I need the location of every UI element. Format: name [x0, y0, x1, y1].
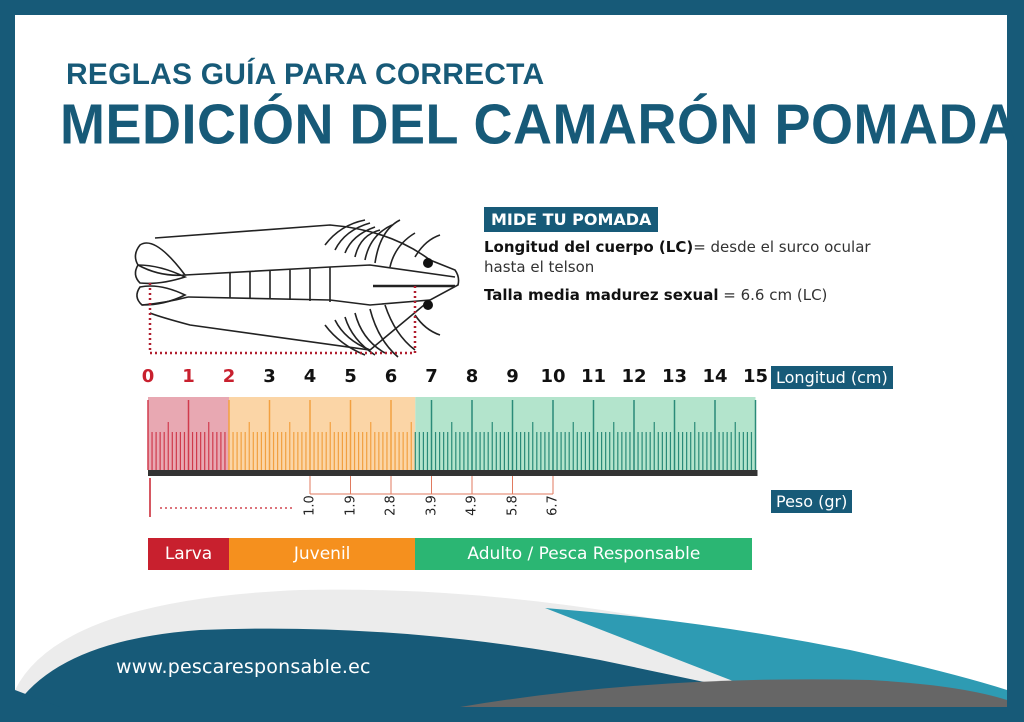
cm-tick-label: 6	[384, 366, 398, 387]
weight-axis-label: Peso (gr)	[771, 490, 853, 513]
poster-frame	[15, 15, 1007, 707]
cm-tick-label: 15	[742, 366, 769, 387]
cm-tick-label: 0	[141, 366, 155, 387]
cm-tick-label: 10	[540, 366, 566, 387]
cm-tick-label: 13	[661, 366, 688, 387]
cm-tick-label: 8	[465, 366, 479, 387]
cm-tick-label: 1	[182, 366, 195, 387]
maturity-size: Talla media madurez sexual = 6.6 cm (LC)	[484, 286, 827, 304]
stage-adulto: Adulto / Pesca Responsable	[415, 538, 753, 570]
body-length-eq: = desde el surco ocular	[693, 238, 871, 256]
body-length-label: Longitud del cuerpo (LC)	[484, 238, 694, 256]
measure-badge: MIDE TU POMADA	[484, 207, 659, 232]
body-length-cont: hasta el telson	[484, 258, 595, 276]
length-axis-label: Longitud (cm)	[771, 366, 893, 389]
cm-tick-label: 4	[303, 366, 317, 387]
cm-tick-label: 5	[344, 366, 357, 387]
shrimp-illustration-icon	[134, 219, 460, 358]
cm-tick-label: 12	[621, 366, 647, 387]
cm-tick-label: 14	[702, 366, 728, 387]
body-length-definition: Longitud del cuerpo (LC)= desde el surco…	[484, 237, 924, 277]
cm-tick-label: 3	[263, 366, 276, 387]
cm-tick-label: 11	[580, 366, 607, 387]
cm-tick-label: 9	[506, 366, 519, 387]
cm-tick-label: 2	[222, 366, 236, 387]
stage-larva: Larva	[148, 538, 229, 570]
maturity-value: = 6.6 cm (LC)	[718, 286, 828, 304]
maturity-label: Talla media madurez sexual	[484, 286, 719, 304]
title-line-2: MEDICIÓN DEL CAMARÓN POMADA	[60, 93, 1018, 157]
cm-tick-label: 7	[425, 366, 438, 387]
website-url[interactable]: www.pescaresponsable.ec	[116, 656, 371, 678]
title-line-1: REGLAS GUÍA PARA CORRECTA	[66, 58, 545, 91]
stage-juvenil: Juvenil	[229, 538, 416, 570]
